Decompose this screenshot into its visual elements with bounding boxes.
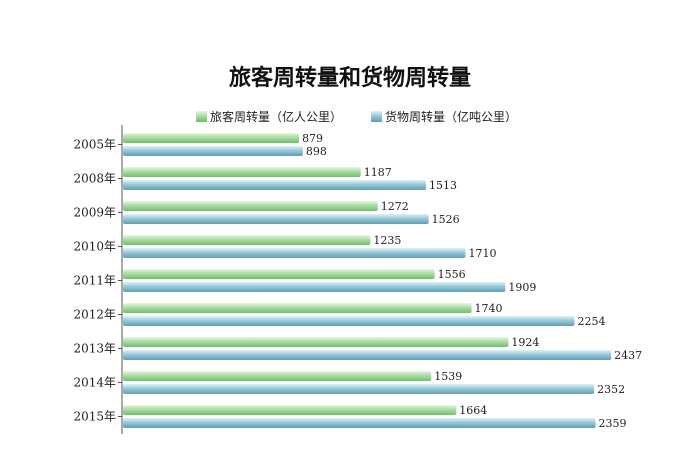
value-label-passenger: 1740 [475,302,503,315]
y-tick-label: 2009年 [73,206,116,220]
value-label-freight: 2359 [599,417,627,430]
legend-swatch-freight [371,111,382,122]
y-tick-label: 2010年 [73,240,116,254]
bar-passenger [123,201,378,211]
bar-passenger [123,371,432,381]
bar-freight [123,146,303,156]
bar-freight [123,248,466,258]
y-tick-label: 2011年 [73,274,116,288]
bar-passenger [123,337,509,347]
value-label-passenger: 1235 [373,234,401,247]
value-label-passenger: 1272 [381,200,409,213]
bar-freight [123,384,595,394]
y-tick-label: 2013年 [73,342,116,356]
bar-passenger [123,405,457,415]
value-label-freight: 2254 [577,315,605,328]
bar-passenger [123,167,361,177]
value-label-passenger: 879 [302,132,323,145]
value-label-passenger: 1187 [364,166,392,179]
bar-freight [123,350,612,360]
legend-label-passenger: 旅客周转量（亿人公里） [210,109,342,124]
bar-passenger [123,235,371,245]
y-tick-label: 2015年 [73,410,116,424]
y-tick-label: 2014年 [73,376,116,390]
legend-label-freight: 货物周转量（亿吨公里） [385,109,517,124]
value-label-freight: 1513 [429,179,457,192]
value-label-passenger: 1924 [511,336,539,349]
y-tick-label: 2012年 [73,308,116,322]
y-tick-label: 2005年 [73,138,116,152]
value-label-passenger: 1539 [434,370,462,383]
bar-passenger [123,303,472,313]
bar-freight [123,418,596,428]
value-label-freight: 898 [306,145,327,158]
bar-passenger [123,133,300,143]
bar-passenger [123,269,435,279]
chart-title: 旅客周转量和货物周转量 [229,65,471,91]
bar-freight [123,180,427,190]
value-label-freight: 1909 [508,281,536,294]
legend: 旅客周转量（亿人公里） 货物周转量（亿吨公里） [196,109,517,124]
value-label-passenger: 1664 [459,404,487,417]
bar-freight [123,282,506,292]
value-label-freight: 2437 [614,349,642,362]
y-tick-label: 2008年 [73,172,116,186]
value-label-freight: 2352 [597,383,625,396]
legend-swatch-passenger [196,111,207,122]
bar-freight [123,316,575,326]
bar-freight [123,214,429,224]
value-label-freight: 1710 [469,247,497,260]
value-label-passenger: 1556 [438,268,466,281]
value-label-freight: 1526 [432,213,460,226]
